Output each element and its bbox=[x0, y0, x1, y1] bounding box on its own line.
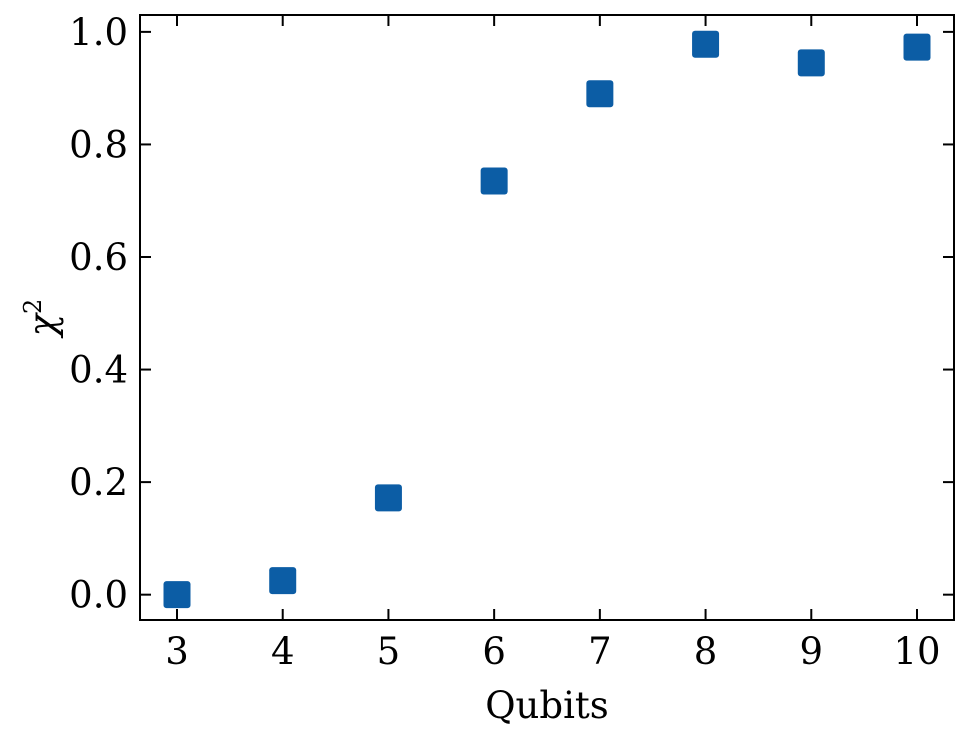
x-tick-label: 5 bbox=[377, 630, 401, 673]
y-axis-label: χ2 bbox=[19, 299, 64, 340]
x-tick-label: 8 bbox=[694, 630, 718, 673]
y-tick-label: 0.8 bbox=[69, 123, 128, 166]
data-point bbox=[692, 30, 720, 58]
y-tick-label: 0.6 bbox=[69, 236, 128, 279]
data-point bbox=[480, 167, 508, 195]
x-tick-label: 7 bbox=[588, 630, 612, 673]
x-tick-label: 9 bbox=[800, 630, 824, 673]
y-tick-label: 0.2 bbox=[69, 461, 128, 504]
y-axis-label-superscript: 2 bbox=[19, 299, 47, 314]
tick-labels: 3 4 5 6 7 8 9 10 0.0 0.2 0.4 0.6 0.8 1.0 bbox=[69, 11, 940, 673]
y-tick-label: 0.4 bbox=[69, 349, 128, 392]
data-point bbox=[269, 567, 297, 595]
x-tick-label: 6 bbox=[482, 630, 506, 673]
data-point bbox=[903, 33, 931, 61]
y-tick-label: 1.0 bbox=[69, 11, 128, 54]
x-tick-label: 4 bbox=[271, 630, 295, 673]
x-axis-label: Qubits bbox=[485, 684, 609, 727]
data-point bbox=[374, 484, 402, 512]
x-tick-label: 3 bbox=[165, 630, 189, 673]
data-markers bbox=[163, 30, 931, 609]
y-axis-label-symbol: χ bbox=[21, 311, 64, 339]
y-tick-label: 0.0 bbox=[69, 574, 128, 617]
data-point bbox=[797, 49, 825, 77]
x-tick-label: 10 bbox=[893, 630, 940, 673]
data-point bbox=[586, 80, 614, 108]
axis-ticks bbox=[140, 15, 954, 620]
plot-frame bbox=[139, 14, 955, 621]
data-point bbox=[163, 581, 191, 609]
